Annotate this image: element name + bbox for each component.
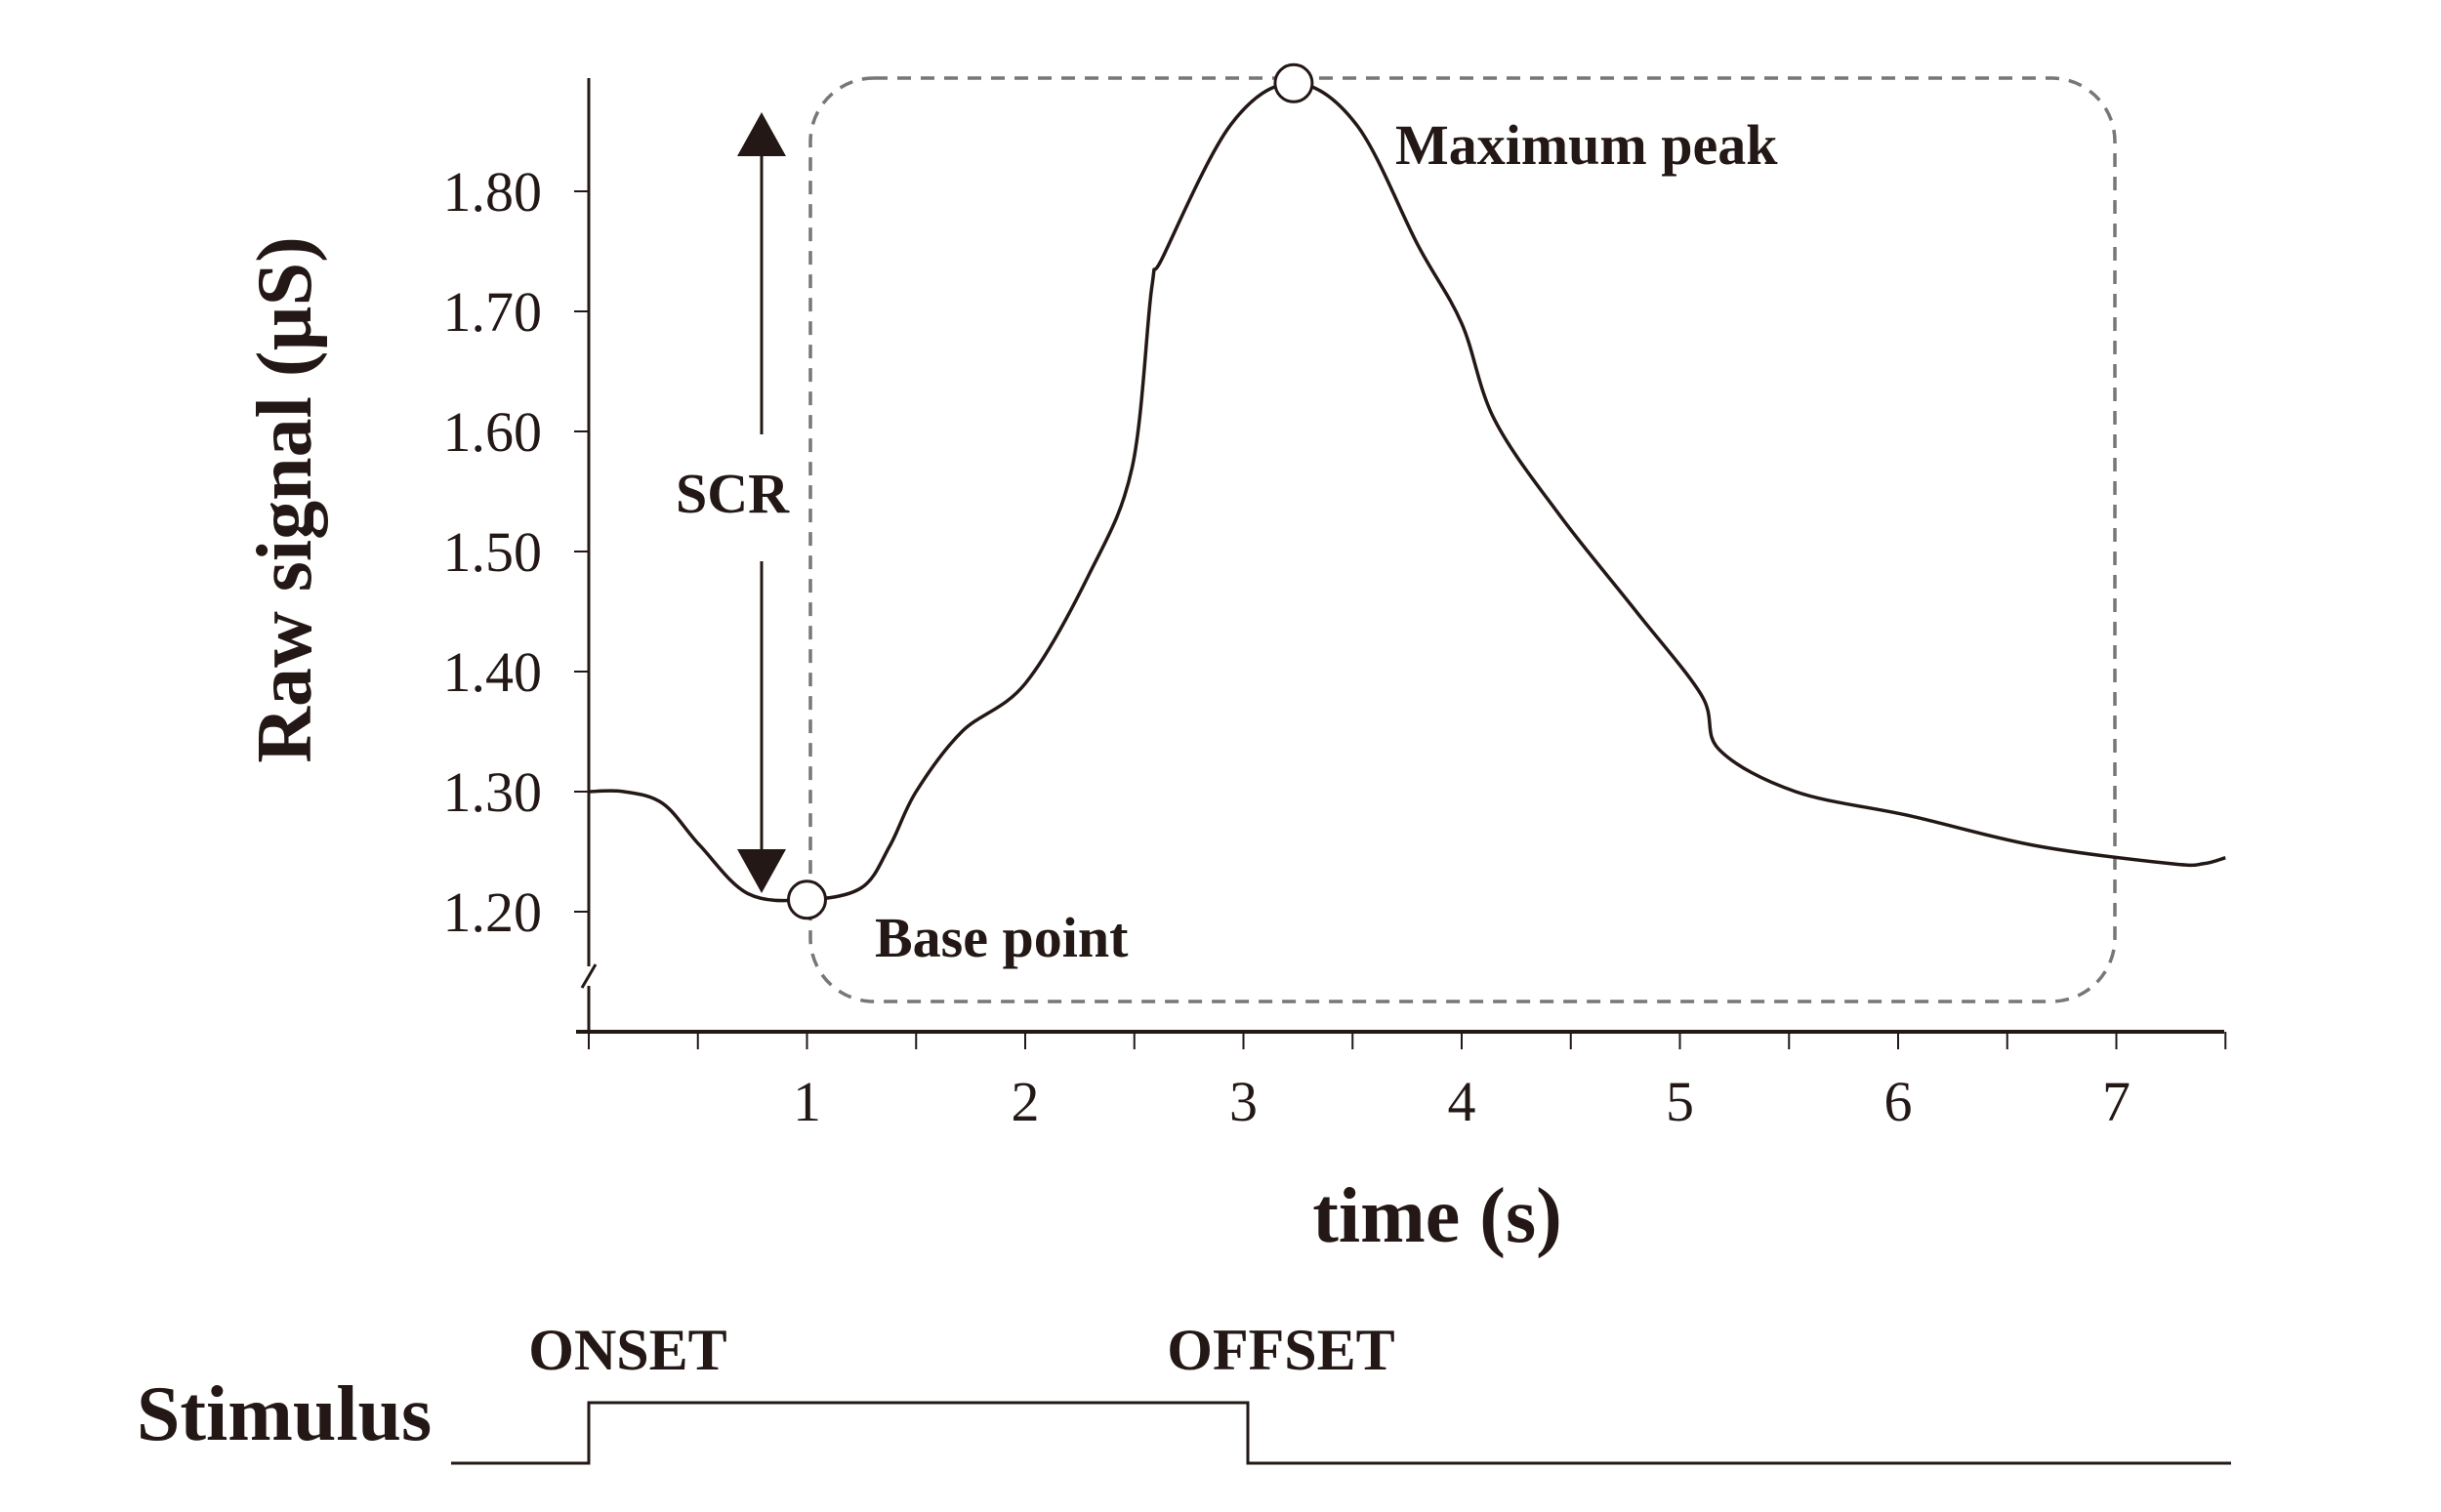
- x-tick-label: 6: [1884, 1070, 1913, 1133]
- x-tick-label: 7: [2102, 1070, 2131, 1133]
- stimulus-label: Stimulus: [137, 1371, 432, 1457]
- scr-label: SCR: [676, 462, 790, 525]
- scr-arrow: [737, 112, 786, 893]
- axes: [576, 78, 2224, 1034]
- axis-break-mark: [580, 963, 598, 989]
- max-peak-marker: [1273, 62, 1314, 103]
- x-axis-title: time (s): [1312, 1173, 1561, 1259]
- offset-label: OFFSET: [1167, 1318, 1394, 1382]
- y-tick-label: 1.20: [443, 880, 543, 944]
- y-tick-label: 1.70: [443, 280, 543, 344]
- y-tick-label: 1.80: [443, 160, 543, 224]
- response-window-box: [808, 76, 2117, 1003]
- x-tick-label: 5: [1666, 1070, 1694, 1133]
- y-tick-label: 1.50: [443, 520, 543, 584]
- x-tick-label: 2: [1012, 1070, 1040, 1133]
- arrow-up-icon: [737, 112, 786, 156]
- stimulus-trace: Stimulus ONSET OFFSET: [137, 1318, 2231, 1465]
- y-tick-label: 1.40: [443, 640, 543, 704]
- max-peak-label: Maximum peak: [1395, 113, 1778, 177]
- arrow-down-icon: [737, 849, 786, 893]
- stimulus-line: [451, 1401, 2231, 1465]
- base-point-marker: [787, 879, 827, 920]
- x-tick-label: 4: [1448, 1070, 1476, 1133]
- onset-label: ONSET: [528, 1318, 726, 1382]
- signal-line: [588, 81, 2226, 903]
- x-tick-label: 1: [793, 1070, 821, 1133]
- y-ticks: 1.20 1.30 1.40 1.50 1.60 1.70 1.80: [443, 160, 589, 944]
- base-point-label: Base point: [875, 906, 1129, 969]
- y-tick-label: 1.60: [443, 400, 543, 464]
- y-axis-title: Raw signal (µS): [242, 236, 328, 763]
- y-tick-label: 1.30: [443, 760, 543, 824]
- x-tick-label: 3: [1229, 1070, 1258, 1133]
- x-ticks: 1 2 3 4 5 6 7: [588, 1032, 2227, 1133]
